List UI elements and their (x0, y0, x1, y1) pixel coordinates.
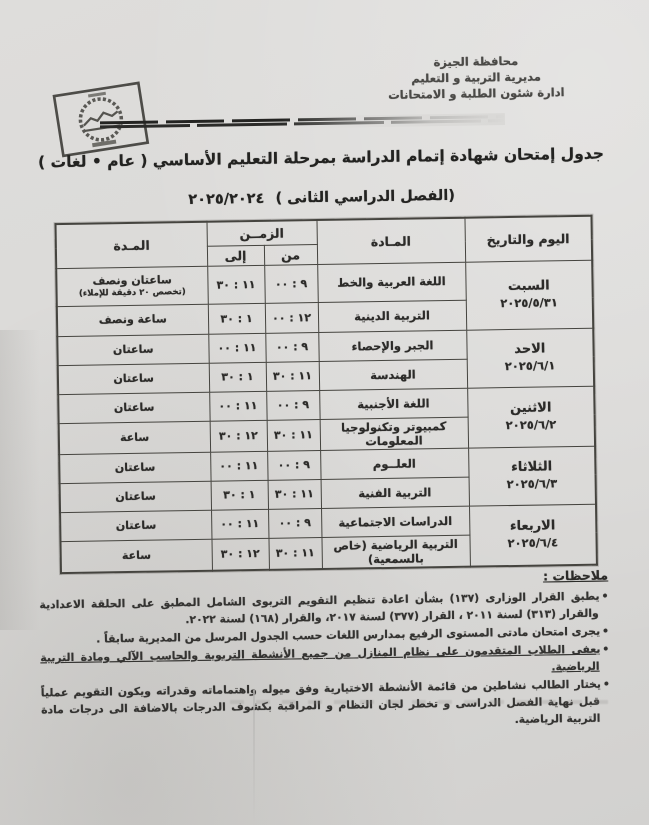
duration-cell: ساعتان ونصف (تخصص ٢٠ دقيقة للإملاء) (56, 265, 208, 307)
day-date: ٢٠٢٥/٥/٣١ (500, 295, 558, 311)
col-header-to: إلى (206, 244, 265, 266)
time-from-cell: ١٢ : ٠٠ (264, 302, 319, 333)
col-header-duration: المـدة (55, 221, 208, 269)
bullet-icon: • (601, 624, 610, 638)
duration-cell: ساعة ونصف (56, 303, 209, 337)
note-item: •يختار الطالب نشاطين من قائمة الأنشطة ال… (40, 677, 610, 727)
subject-cell: التربية الفنية (320, 476, 470, 508)
time-to-cell: ١ : ٣٠ (207, 302, 266, 334)
bullet-icon: • (601, 589, 609, 603)
subject-cell: الدراسات الاجتماعية (321, 505, 470, 537)
table-row: السبت ٢٠٢٥/٥/٣١ اللغة العربية والخط ٩ : … (56, 259, 594, 330)
duration-note: (تخصص ٢٠ دقيقة للإملاء) (78, 286, 186, 299)
time-to-cell: ١٢ : ٣٠ (211, 537, 269, 571)
duration-cell: ساعتان (59, 451, 211, 484)
subject-cell: التربية الدينية (317, 299, 467, 333)
subtitle-term: (الفصل الدراسي الثانى ) (275, 187, 456, 207)
day-name: الاربعاء (509, 518, 556, 535)
time-to-cell: ١ : ٣٠ (208, 361, 267, 392)
subject-cell: كمبيوتر وتكنولوجيا المعلومات (319, 416, 469, 451)
col-header-from: من (263, 244, 318, 265)
time-to-cell: ١١ : ٠٠ (211, 508, 269, 539)
col-header-time: الزمــن (206, 220, 317, 246)
day-cell-sunday: الاحد ٢٠٢٥/٦/١ (466, 327, 595, 388)
time-from-cell: ٩ : ٠٠ (265, 332, 319, 362)
duration-cell: ساعتان (57, 333, 209, 366)
col-header-day: اليوم والتاريخ (464, 215, 593, 262)
day-name: الاحد (514, 341, 546, 358)
exam-schedule-table: اليوم والتاريخ المـادة الزمــن المـدة من… (54, 214, 598, 574)
page-subtitle: (الفصل الدراسي الثانى ) ٢٠٢٥/٢٠٢٤ (37, 185, 606, 210)
time-to-cell: ١ : ٣٠ (210, 479, 269, 510)
day-date: ٢٠٢٥/٦/٢ (505, 417, 557, 433)
day-cell-tuesday: الثلاثاء ٢٠٢٥/٦/٣ (468, 445, 596, 506)
day-name: الثلاثاء (511, 459, 553, 476)
stamp-emblem-icon (52, 81, 150, 158)
time-to-cell: ١٢ : ٣٠ (209, 419, 268, 452)
time-to-cell: ١١ : ٠٠ (209, 390, 267, 421)
scan-streak (230, 700, 619, 704)
duration-cell: ساعتان (60, 509, 212, 542)
time-from-cell: ٩ : ٠٠ (266, 390, 320, 420)
col-header-subject: المـادة (316, 217, 466, 265)
duration-cell: ساعتان (58, 391, 210, 424)
day-cell-monday: الاثنين ٢٠٢٥/٦/٢ (467, 385, 596, 448)
bullet-icon: • (602, 642, 610, 656)
duration-cell: ساعتان (57, 362, 210, 395)
duration-cell: ساعة (58, 420, 211, 455)
day-cell-wednesday: الاربعاء ٢٠٢٥/٦/٤ (469, 503, 597, 567)
day-date: ٢٠٢٥/٦/٤ (507, 535, 559, 551)
day-date: ٢٠٢٥/٦/٣ (506, 476, 558, 492)
day-cell-saturday: السبت ٢٠٢٥/٥/٣١ (465, 259, 594, 330)
subject-cell: التربية الرياضية (خاص بالسمعية) (321, 534, 470, 569)
time-from-cell: ٩ : ٠٠ (267, 450, 321, 480)
bullet-icon: • (602, 677, 610, 691)
subject-cell: اللغة الأجنبية (319, 387, 468, 420)
header-divider-line (98, 113, 506, 132)
time-to-cell: ١١ : ٠٠ (208, 332, 266, 363)
time-from-cell: ١١ : ٣٠ (267, 479, 322, 509)
subtitle-years: ٢٠٢٥/٢٠٢٤ (188, 190, 265, 209)
paper-shadow (0, 330, 40, 630)
subject-cell: اللغة العربية والخط (317, 261, 466, 303)
day-name: الاثنين (509, 400, 552, 417)
day-name: السبت (507, 278, 550, 295)
time-from-cell: ١١ : ٣٠ (265, 361, 320, 391)
duration-cell: ساعة (60, 538, 212, 573)
time-from-cell: ٩ : ٠٠ (268, 507, 322, 538)
subject-cell: الهندسة (318, 358, 468, 391)
duration-cell: ساعتان (59, 480, 212, 513)
time-from-cell: ١١ : ٣٠ (268, 536, 322, 570)
time-to-cell: ١١ : ٣٠ (207, 264, 265, 304)
official-stamp (51, 81, 150, 158)
org-header: محافظة الجيزة مديرية التربية و التعليم ا… (388, 53, 565, 103)
org-department: ادارة شئون الطلبة و الامتحانات (388, 84, 565, 102)
time-to-cell: ١١ : ٠٠ (210, 450, 268, 481)
time-from-cell: ١١ : ٣٠ (266, 419, 321, 451)
notes-section: ملاحظات : •يطبق القرار الوزارى (١٣٧) بشأ… (39, 566, 610, 737)
day-date: ٢٠٢٥/٦/١ (504, 358, 556, 374)
time-from-cell: ٩ : ٠٠ (264, 264, 318, 303)
subject-cell: العلــوم (320, 447, 469, 480)
paper-crease (253, 690, 255, 825)
subject-cell: الجبر والإحصاء (318, 329, 467, 362)
